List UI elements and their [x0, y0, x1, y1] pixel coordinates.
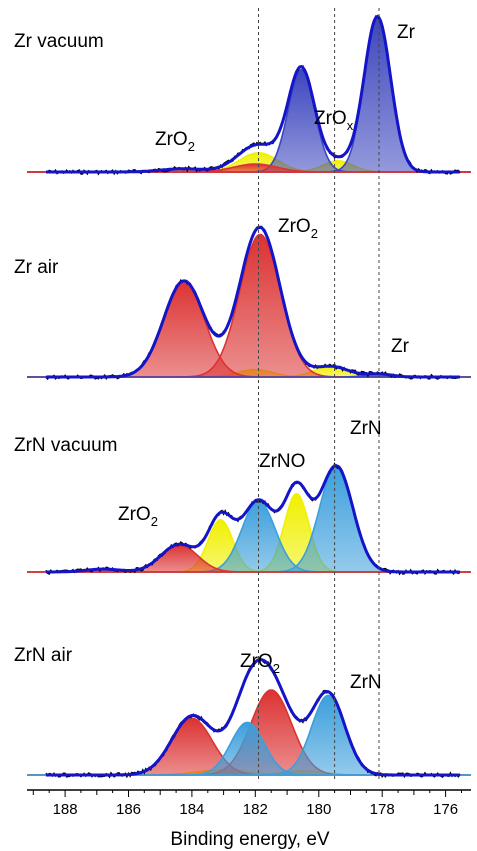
envelope-curves [45, 14, 461, 779]
x-tick-label: 176 [433, 801, 458, 818]
envelope-fit [46, 14, 460, 174]
label-main: ZrO [278, 216, 311, 237]
label-main: ZrO [155, 129, 188, 150]
label-subscript: 2 [273, 661, 280, 676]
x-tick-label: 186 [116, 801, 141, 818]
label-zrox: ZrOx [314, 108, 354, 133]
component-peak-zrn-2nd- [27, 721, 471, 776]
panel-title-zrn-vacuum: ZrN vacuum [14, 435, 117, 456]
label-main: ZrO [118, 504, 151, 525]
label-zro2: ZrO2 [155, 129, 195, 154]
label-zro2: ZrO2 [240, 651, 280, 676]
envelope-fit [46, 464, 460, 574]
x-tick-label: 184 [179, 801, 204, 818]
x-axis: 188 186 184 182 180 178 176 [27, 789, 471, 818]
x-axis-title: Binding energy, eV [170, 829, 329, 850]
label-subscript: x [347, 118, 354, 133]
label-main: ZrO [240, 651, 273, 672]
x-tick-label: 180 [306, 801, 331, 818]
x-tick-label: 182 [243, 801, 268, 818]
label-zrn: ZrN [350, 418, 382, 439]
label-subscript: 2 [311, 226, 318, 241]
label-zrn: ZrN [350, 672, 382, 693]
panel-title-zrn-air: ZrN air [14, 645, 73, 666]
panel-title-zr-vacuum: Zr vacuum [14, 31, 104, 52]
panel-title-zr-air: Zr air [14, 257, 59, 278]
label-subscript: 2 [188, 139, 195, 154]
x-tick-label: 188 [53, 801, 78, 818]
label-zrno: ZrNO [259, 451, 305, 472]
envelope-fit [46, 658, 460, 777]
label-zr: Zr [391, 336, 410, 357]
reference-lines [258, 8, 380, 782]
envelope-fit [46, 225, 460, 379]
component-peak-zrn-2nd- [27, 500, 471, 573]
label-main: ZrO [314, 108, 347, 129]
label-zro2: ZrO2 [118, 504, 158, 529]
x-tick-label: 178 [370, 801, 395, 818]
label-zro2: ZrO2 [278, 216, 318, 241]
label-subscript: 2 [151, 514, 158, 529]
label-zr: Zr [397, 22, 416, 43]
